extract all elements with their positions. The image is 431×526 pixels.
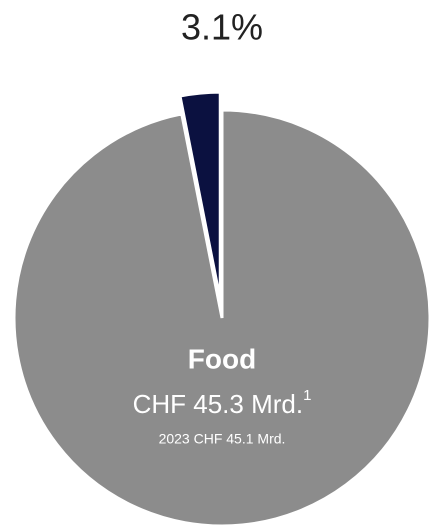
amount: CHF 45.3 Mrd. — [133, 389, 304, 419]
footnote-marker: 1 — [303, 387, 311, 404]
slices — [12, 90, 431, 526]
category-label: Food — [188, 343, 256, 374]
slice-label: 3.1% — [181, 7, 263, 48]
comparison-label: 2023 CHF 45.1 Mrd. — [159, 431, 286, 447]
pie-slice — [178, 90, 222, 301]
amount-label: CHF 45.3 Mrd.1 — [133, 387, 312, 419]
pie-slice — [12, 108, 431, 526]
